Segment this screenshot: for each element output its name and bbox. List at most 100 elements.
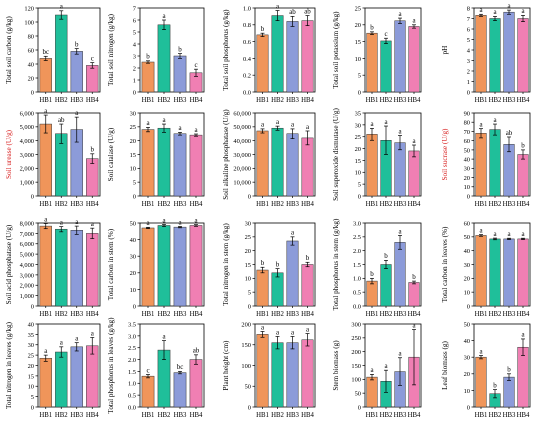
y-tick-label: 10 [130, 166, 136, 173]
x-tick-label: HB1 [142, 97, 155, 104]
significance-letter: bc [177, 363, 184, 371]
bar-hb3 [70, 230, 83, 307]
y-tick-label: 2.5 [128, 345, 136, 352]
y-tick-label: 0 [358, 89, 361, 96]
significance-letter: ab [304, 7, 311, 15]
y-tick-label: 50 [130, 220, 136, 227]
y-tick-label: 10 [355, 56, 361, 63]
significance-letter: a [276, 328, 280, 336]
x-tick-label: HB4 [517, 201, 530, 208]
x-tick-label: HB3 [174, 97, 187, 104]
x-tick-label: HB3 [174, 311, 187, 318]
y-tick-label: 60 [464, 220, 470, 227]
bar-hb2 [489, 238, 501, 307]
bar-hb3 [503, 11, 515, 93]
y-tick-label: 30 [130, 110, 136, 117]
bar-hb2 [380, 40, 392, 93]
y-tick-label: 2,000 [20, 166, 34, 173]
y-tick-label: 5 [133, 180, 136, 187]
y-tick-label: 5 [31, 394, 34, 401]
significance-letter: b [261, 25, 265, 33]
y-tick-label: 30 [355, 122, 361, 129]
y-tick-label: 50 [355, 391, 361, 398]
y-axis-label: Total phosphorus in leaves (g/kg) [107, 317, 115, 414]
bar-hb4 [301, 20, 314, 93]
chart-panel: 0 10 20 30 40 50 Leaf biomass (g) a HB1 b HB2 b HB3 a… [441, 321, 531, 419]
bar-hb4 [301, 137, 314, 197]
significance-letter: a [493, 8, 497, 16]
y-tick-label: 150 [241, 342, 251, 349]
bar-hb4 [301, 264, 314, 307]
y-tick-label: 5,000 [20, 252, 34, 259]
plot-frame [473, 112, 531, 197]
y-tick-label: 0 [133, 89, 136, 96]
plot-frame [139, 7, 205, 93]
chart-panel: 0 1 2 3 4 5 6 7 8 pH a HB1 a HB2 a HB3 a HB4 [441, 2, 531, 104]
significance-letter: a [91, 329, 95, 337]
bar-hb3 [503, 376, 515, 408]
significance-letter: a [291, 121, 295, 129]
y-tick-label: 6,000 [20, 241, 34, 248]
bar-hb4 [86, 65, 99, 93]
y-tick-label: 20 [464, 175, 470, 182]
bar-hb1 [475, 356, 487, 408]
y-tick-label: 2,000 [20, 283, 34, 290]
significance-letter: a [507, 2, 511, 10]
significance-letter: a [479, 226, 483, 234]
x-tick-label: HB3 [394, 97, 407, 104]
y-tick-label: 8,000 [20, 220, 34, 227]
x-tick-label: HB2 [158, 201, 171, 208]
y-tick-label: 3 [133, 53, 136, 60]
y-tick-label: 30 [464, 262, 470, 269]
y-tick-label: 0 [133, 193, 136, 200]
y-tick-label: 1.5 [128, 369, 136, 376]
x-tick-label: HB1 [475, 311, 488, 318]
x-tick-label: HB4 [517, 97, 530, 104]
significance-letter: a [521, 331, 525, 339]
x-tick-label: HB1 [366, 311, 379, 318]
x-tick-label: HB2 [271, 201, 284, 208]
significance-letter: a [493, 116, 497, 124]
y-tick-label: 15 [28, 373, 34, 380]
chart-panel: 0 1 2 3 4 5 6 7 Total soil nitrogen (g/kg) b HB1 a H… [107, 5, 205, 104]
y-tick-label: 25 [28, 353, 34, 360]
bar-hb2 [55, 351, 68, 408]
x-tick-label: HB1 [475, 201, 488, 208]
y-tick-label: 3.0 [128, 333, 136, 340]
x-tick-label: HB3 [394, 311, 407, 318]
y-tick-label: 30 [464, 166, 470, 173]
chart-panel: 0 10 20 30 40 50 60 70 80 90 Soil sucrase (U/g) a HB… [441, 110, 531, 208]
significance-letter: a [398, 227, 402, 235]
y-tick-label: 100 [241, 363, 251, 370]
significance-letter: a [479, 6, 483, 14]
y-tick-label: 5 [358, 73, 361, 80]
significance-letter: a [412, 321, 416, 329]
x-tick-label: HB2 [380, 412, 393, 419]
significance-letter: b [261, 259, 265, 267]
y-tick-label: 6,000 [20, 110, 34, 117]
significance-letter: a [178, 218, 182, 226]
y-tick-label: 5 [248, 290, 251, 297]
significance-letter: b [91, 146, 95, 154]
significance-letter: b [306, 254, 310, 262]
significance-letter: a [398, 10, 402, 18]
y-tick-label: 2 [133, 65, 136, 72]
x-tick-label: HB3 [503, 311, 516, 318]
y-tick-label: 10 [464, 388, 470, 395]
bar-hb4 [189, 225, 203, 307]
y-axis-label: Total soil nitrogen (g/kg) [107, 13, 115, 86]
y-axis-label: Soil acid phosphatase (U/g) [5, 224, 13, 304]
y-tick-label: 50 [464, 321, 470, 328]
chart-panel: 0 50 100 150 200 250 300 Stem biomass (g) a HB1 a H… [332, 321, 422, 419]
bar-hb2 [271, 342, 284, 408]
x-tick-label: HB1 [366, 201, 379, 208]
chart-panel: 0 1,000 2,000 3,000 4,000 5,000 6,000 Soil urea… [5, 107, 101, 208]
x-tick-label: HB4 [301, 97, 314, 104]
y-tick-label: 25 [245, 234, 251, 241]
x-tick-label: HB2 [158, 311, 171, 318]
x-tick-label: HB2 [271, 311, 284, 318]
significance-letter: a [370, 366, 374, 374]
y-tick-label: 4,000 [20, 262, 34, 269]
x-tick-label: HB3 [286, 201, 299, 208]
y-tick-label: 1,000 [20, 293, 34, 300]
